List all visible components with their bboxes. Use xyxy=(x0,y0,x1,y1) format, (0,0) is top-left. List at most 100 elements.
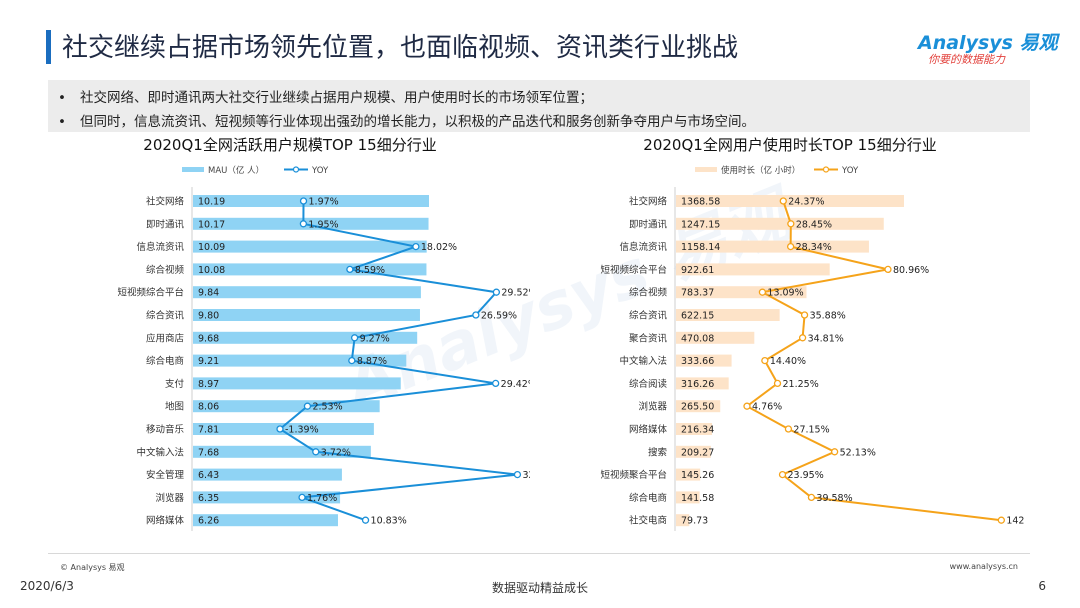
yoy-value-label: 9.27% xyxy=(360,333,390,344)
bar-value-label: 316.26 xyxy=(681,379,714,390)
bar-value-label: 10.08 xyxy=(198,265,225,276)
category-label: 聚合资讯 xyxy=(629,332,668,344)
chart-title-duration: 2020Q1全网用户使用时长TOP 15细分行业 xyxy=(643,136,937,154)
yoy-point xyxy=(778,470,787,479)
yoy-value-label: 14.40% xyxy=(770,356,806,367)
legend-line-label: YOY xyxy=(841,166,859,176)
data-bar xyxy=(676,217,884,230)
category-label: 浏览器 xyxy=(155,492,184,504)
yoy-value-label: 29.42% xyxy=(501,379,530,390)
legend-bar-swatch xyxy=(182,167,204,172)
bar-value-label: 470.08 xyxy=(681,333,714,344)
brand-logo: Analysys 易观 你要的数据能力 xyxy=(918,28,1058,68)
yoy-point xyxy=(786,242,795,251)
yoy-value-label: 23.95% xyxy=(788,470,824,481)
yoy-point xyxy=(348,356,356,365)
bar-value-label: 1368.58 xyxy=(681,197,720,208)
category-label: 短视频聚合平台 xyxy=(600,469,667,481)
yoy-value-label: 29.52% xyxy=(501,288,530,299)
bar-value-label: 1247.15 xyxy=(681,219,720,230)
category-label: 即时通讯 xyxy=(629,218,668,230)
yoy-point xyxy=(412,242,420,251)
data-bar xyxy=(676,309,780,321)
data-bar xyxy=(193,445,371,458)
bar-value-label: 8.97 xyxy=(198,379,219,390)
bar-value-label: 10.17 xyxy=(198,219,225,230)
yoy-value-label: 24.37% xyxy=(788,197,824,208)
bar-value-label: 9.84 xyxy=(198,288,219,299)
category-label: 中文输入法 xyxy=(619,355,667,367)
summary-text-2: 但同时，信息流资讯、短视频等行业体现出强劲的增长能力，以积极的产品迭代和服务创新… xyxy=(80,114,755,130)
yoy-point xyxy=(361,516,370,524)
footer-slogan: 数据驱动精益成长 xyxy=(491,581,588,595)
data-bar xyxy=(676,445,711,458)
legend-bar-swatch xyxy=(695,167,717,172)
yoy-point xyxy=(298,493,306,502)
bar-value-label: 783.37 xyxy=(681,288,714,299)
category-label: 社交电商 xyxy=(629,515,667,527)
yoy-point xyxy=(758,288,767,296)
yoy-value-label: 8.87% xyxy=(357,356,387,367)
yoy-value-label: 3.72% xyxy=(321,447,351,458)
yoy-value-label: 39.58% xyxy=(816,493,852,504)
data-bar xyxy=(676,354,732,367)
bullet-dot: • xyxy=(58,114,66,130)
data-bar xyxy=(193,400,380,413)
bar-value-label: 6.35 xyxy=(198,493,219,504)
bar-value-label: 9.80 xyxy=(198,311,219,322)
bar-value-label: 333.66 xyxy=(681,356,714,367)
yoy-value-label: 27.15% xyxy=(793,425,829,436)
category-label: 支付 xyxy=(165,378,185,390)
yoy-value-label: 142.24% xyxy=(1006,516,1025,527)
yoy-value-label: 1.76% xyxy=(307,493,337,504)
yoy-value-label: 80.96% xyxy=(893,265,929,276)
data-bar xyxy=(193,286,421,299)
yoy-point xyxy=(807,493,816,502)
summary-box: • 社交网络、即时通讯两大社交行业继续占据用户规模、用户使用时长的市场领军位置； … xyxy=(48,80,1030,132)
yoy-point xyxy=(350,334,359,342)
category-label: 综合视频 xyxy=(629,287,668,299)
data-bar xyxy=(676,240,869,253)
category-label: 网络媒体 xyxy=(146,515,185,527)
yoy-point xyxy=(997,516,1005,524)
category-label: 搜索 xyxy=(648,446,667,458)
yoy-point xyxy=(303,402,312,410)
data-bar xyxy=(676,377,729,390)
footer-date: 2020/6/3 xyxy=(20,579,74,593)
duration-chart: 使用时长（亿 小时） YOY 社交网络 1368.58 即时通讯 1247.15 信息流资讯… xyxy=(600,165,1025,531)
bar-value-label: 145.26 xyxy=(681,470,714,481)
category-label: 信息流资讯 xyxy=(136,241,184,253)
page-title: 社交继续占据市场领先位置，也面临视频、资讯类行业挑战 xyxy=(62,33,739,63)
bar-value-label: 9.21 xyxy=(198,356,219,367)
title-accent-bar xyxy=(46,30,51,64)
yoy-value-label: 21.25% xyxy=(783,379,819,390)
yoy-point xyxy=(773,379,782,388)
bullet-dot: • xyxy=(58,90,66,106)
data-bar xyxy=(676,195,904,207)
footer-divider xyxy=(48,553,1030,554)
category-label: 浏览器 xyxy=(638,401,667,413)
data-bar xyxy=(676,400,721,413)
yoy-value-label: 34.81% xyxy=(808,333,844,344)
chart-title-mau: 2020Q1全网活跃用户规模TOP 15细分行业 xyxy=(143,136,437,154)
legend-bar-label: 使用时长（亿 小时） xyxy=(721,165,800,176)
yoy-point xyxy=(299,197,308,205)
data-bar xyxy=(193,331,418,344)
yoy-point xyxy=(513,470,522,479)
yoy-point xyxy=(784,425,793,433)
yoy-point xyxy=(312,448,320,456)
footer-url: www.analysys.cn xyxy=(949,562,1018,571)
yoy-value-label: 10.83% xyxy=(371,516,407,527)
bar-value-label: 622.15 xyxy=(681,311,714,322)
category-label: 短视频综合平台 xyxy=(600,264,667,276)
bar-value-label: 8.06 xyxy=(198,402,219,413)
category-label: 中文输入法 xyxy=(136,446,184,458)
bar-value-label: 7.81 xyxy=(198,425,219,436)
summary-text-1: 社交网络、即时通讯两大社交行业继续占据用户规模、用户使用时长的市场领军位置； xyxy=(80,90,593,106)
bar-value-label: 9.68 xyxy=(198,333,219,344)
yoy-value-label: 18.02% xyxy=(421,242,457,253)
category-label: 移动音乐 xyxy=(146,424,185,436)
data-bar xyxy=(193,217,429,230)
yoy-value-label: 1.97% xyxy=(309,197,339,208)
category-label: 即时通讯 xyxy=(146,218,185,230)
